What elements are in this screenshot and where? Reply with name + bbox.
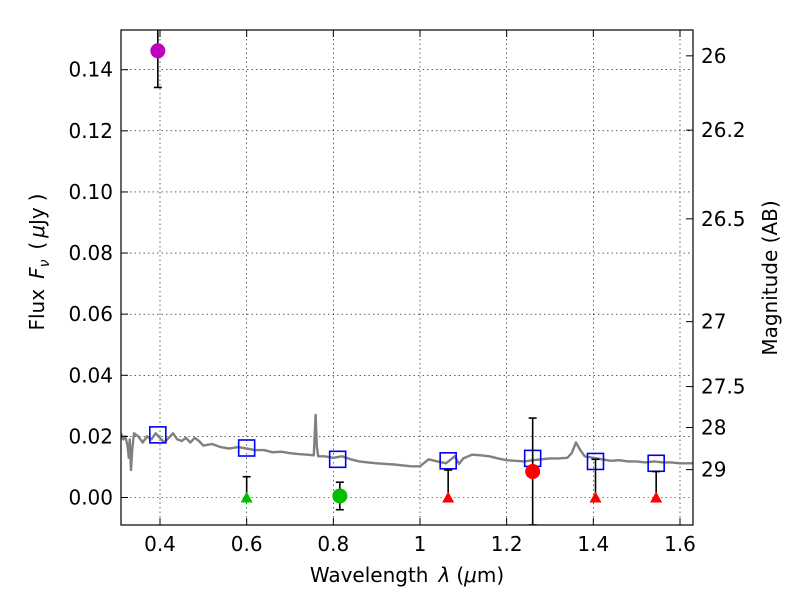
model-photometry-square (149, 426, 167, 444)
model-photometry-square (439, 452, 457, 470)
y2-tick-label: 29 (701, 458, 726, 482)
y-tick-label: 0.02 (68, 424, 113, 448)
detection-point (332, 488, 348, 504)
plot-clipped (121, 30, 693, 525)
x-tick-label: 1.4 (577, 532, 609, 556)
y-tick-label: 0.08 (68, 241, 113, 265)
x-tick-label: 0.6 (231, 532, 263, 556)
y2-tick-label: 26 (701, 44, 726, 68)
upper-limit-triangle (240, 491, 253, 503)
upper-limit-triangle (650, 491, 663, 503)
x-tick-label: 0.8 (317, 532, 349, 556)
y2-tick-label: 26.5 (701, 207, 746, 231)
y-tick-label: 0.06 (68, 302, 113, 326)
y-tick-label: 0.12 (68, 119, 113, 143)
upper-limit-triangle (589, 491, 602, 503)
y-tick-label: 0.00 (68, 486, 113, 510)
plot-area (121, 30, 693, 525)
y2-tick-label: 26.2 (701, 118, 746, 142)
model-photometry-square (237, 439, 256, 457)
x-tick-label: 1.2 (491, 532, 523, 556)
model-photometry-square (328, 450, 347, 469)
x-tick-label: 1.6 (664, 532, 696, 556)
upper-limit-triangle (442, 491, 455, 503)
y-tick-label: 0.10 (68, 180, 113, 204)
x-tick-label: 0.4 (144, 532, 176, 556)
model-sed-line (121, 413, 693, 472)
detection-point (525, 464, 541, 480)
detection-point (150, 43, 166, 59)
y-axis-title: FluxFν(μJy) (25, 193, 53, 330)
y2-tick-label: 27 (701, 310, 726, 334)
y-tick-label: 0.04 (68, 363, 113, 387)
y2-tick-label: 27.5 (701, 375, 746, 399)
y-tick-label: 0.14 (68, 58, 113, 82)
x-axis-title: Wavelength λ (μm) (310, 563, 504, 587)
y2-tick-label: 28 (701, 416, 726, 440)
y2-axis-title: Magnitude (AB) (758, 200, 782, 355)
axis-ticks: 0.4 0.6 0.8 1 1.2 1.4 1.6 0.00 0.02 0.04 0.06 0.08 0… (68, 30, 746, 556)
axes-frame (120, 29, 694, 526)
x-tick-label: 1 (414, 532, 427, 556)
grid (121, 30, 693, 525)
